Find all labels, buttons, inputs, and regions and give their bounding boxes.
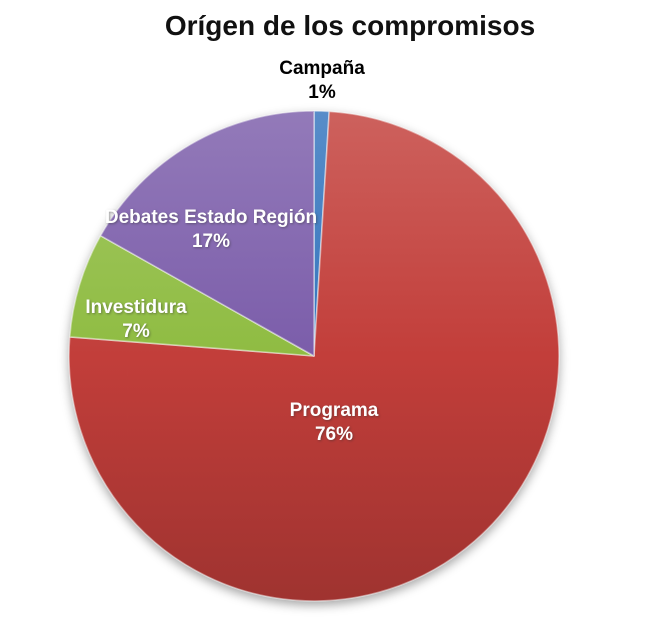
pie-label-campana-name: Campaña (279, 58, 365, 79)
pie-label-debates-pct: 17% (191, 231, 231, 252)
pie-label-programa-pct: 76% (314, 424, 354, 445)
pie-label-investidura-name: Investidura (85, 297, 187, 318)
pie-label-campana: Campaña 1% (279, 57, 365, 105)
pie-label-debates-name: Debates Estado Región (104, 207, 318, 228)
pie-label-programa-name: Programa (289, 400, 379, 421)
chart-title: Orígen de los compromisos (164, 10, 536, 41)
pie-label-debates-estado-region: Debates Estado Región 17% (105, 206, 317, 254)
pie-slice-investidura (68, 234, 315, 357)
pie-label-investidura-pct: 7% (122, 321, 150, 342)
pie-label-campana-pct: 1% (308, 82, 336, 103)
pie-slice-debates-estado-region (99, 110, 315, 357)
pie-slice-campana (313, 110, 331, 357)
pie-slice-programa (68, 110, 560, 602)
pie-label-programa: Programa 76% (290, 399, 379, 447)
pie-label-investidura: Investidura 7% (85, 296, 186, 344)
